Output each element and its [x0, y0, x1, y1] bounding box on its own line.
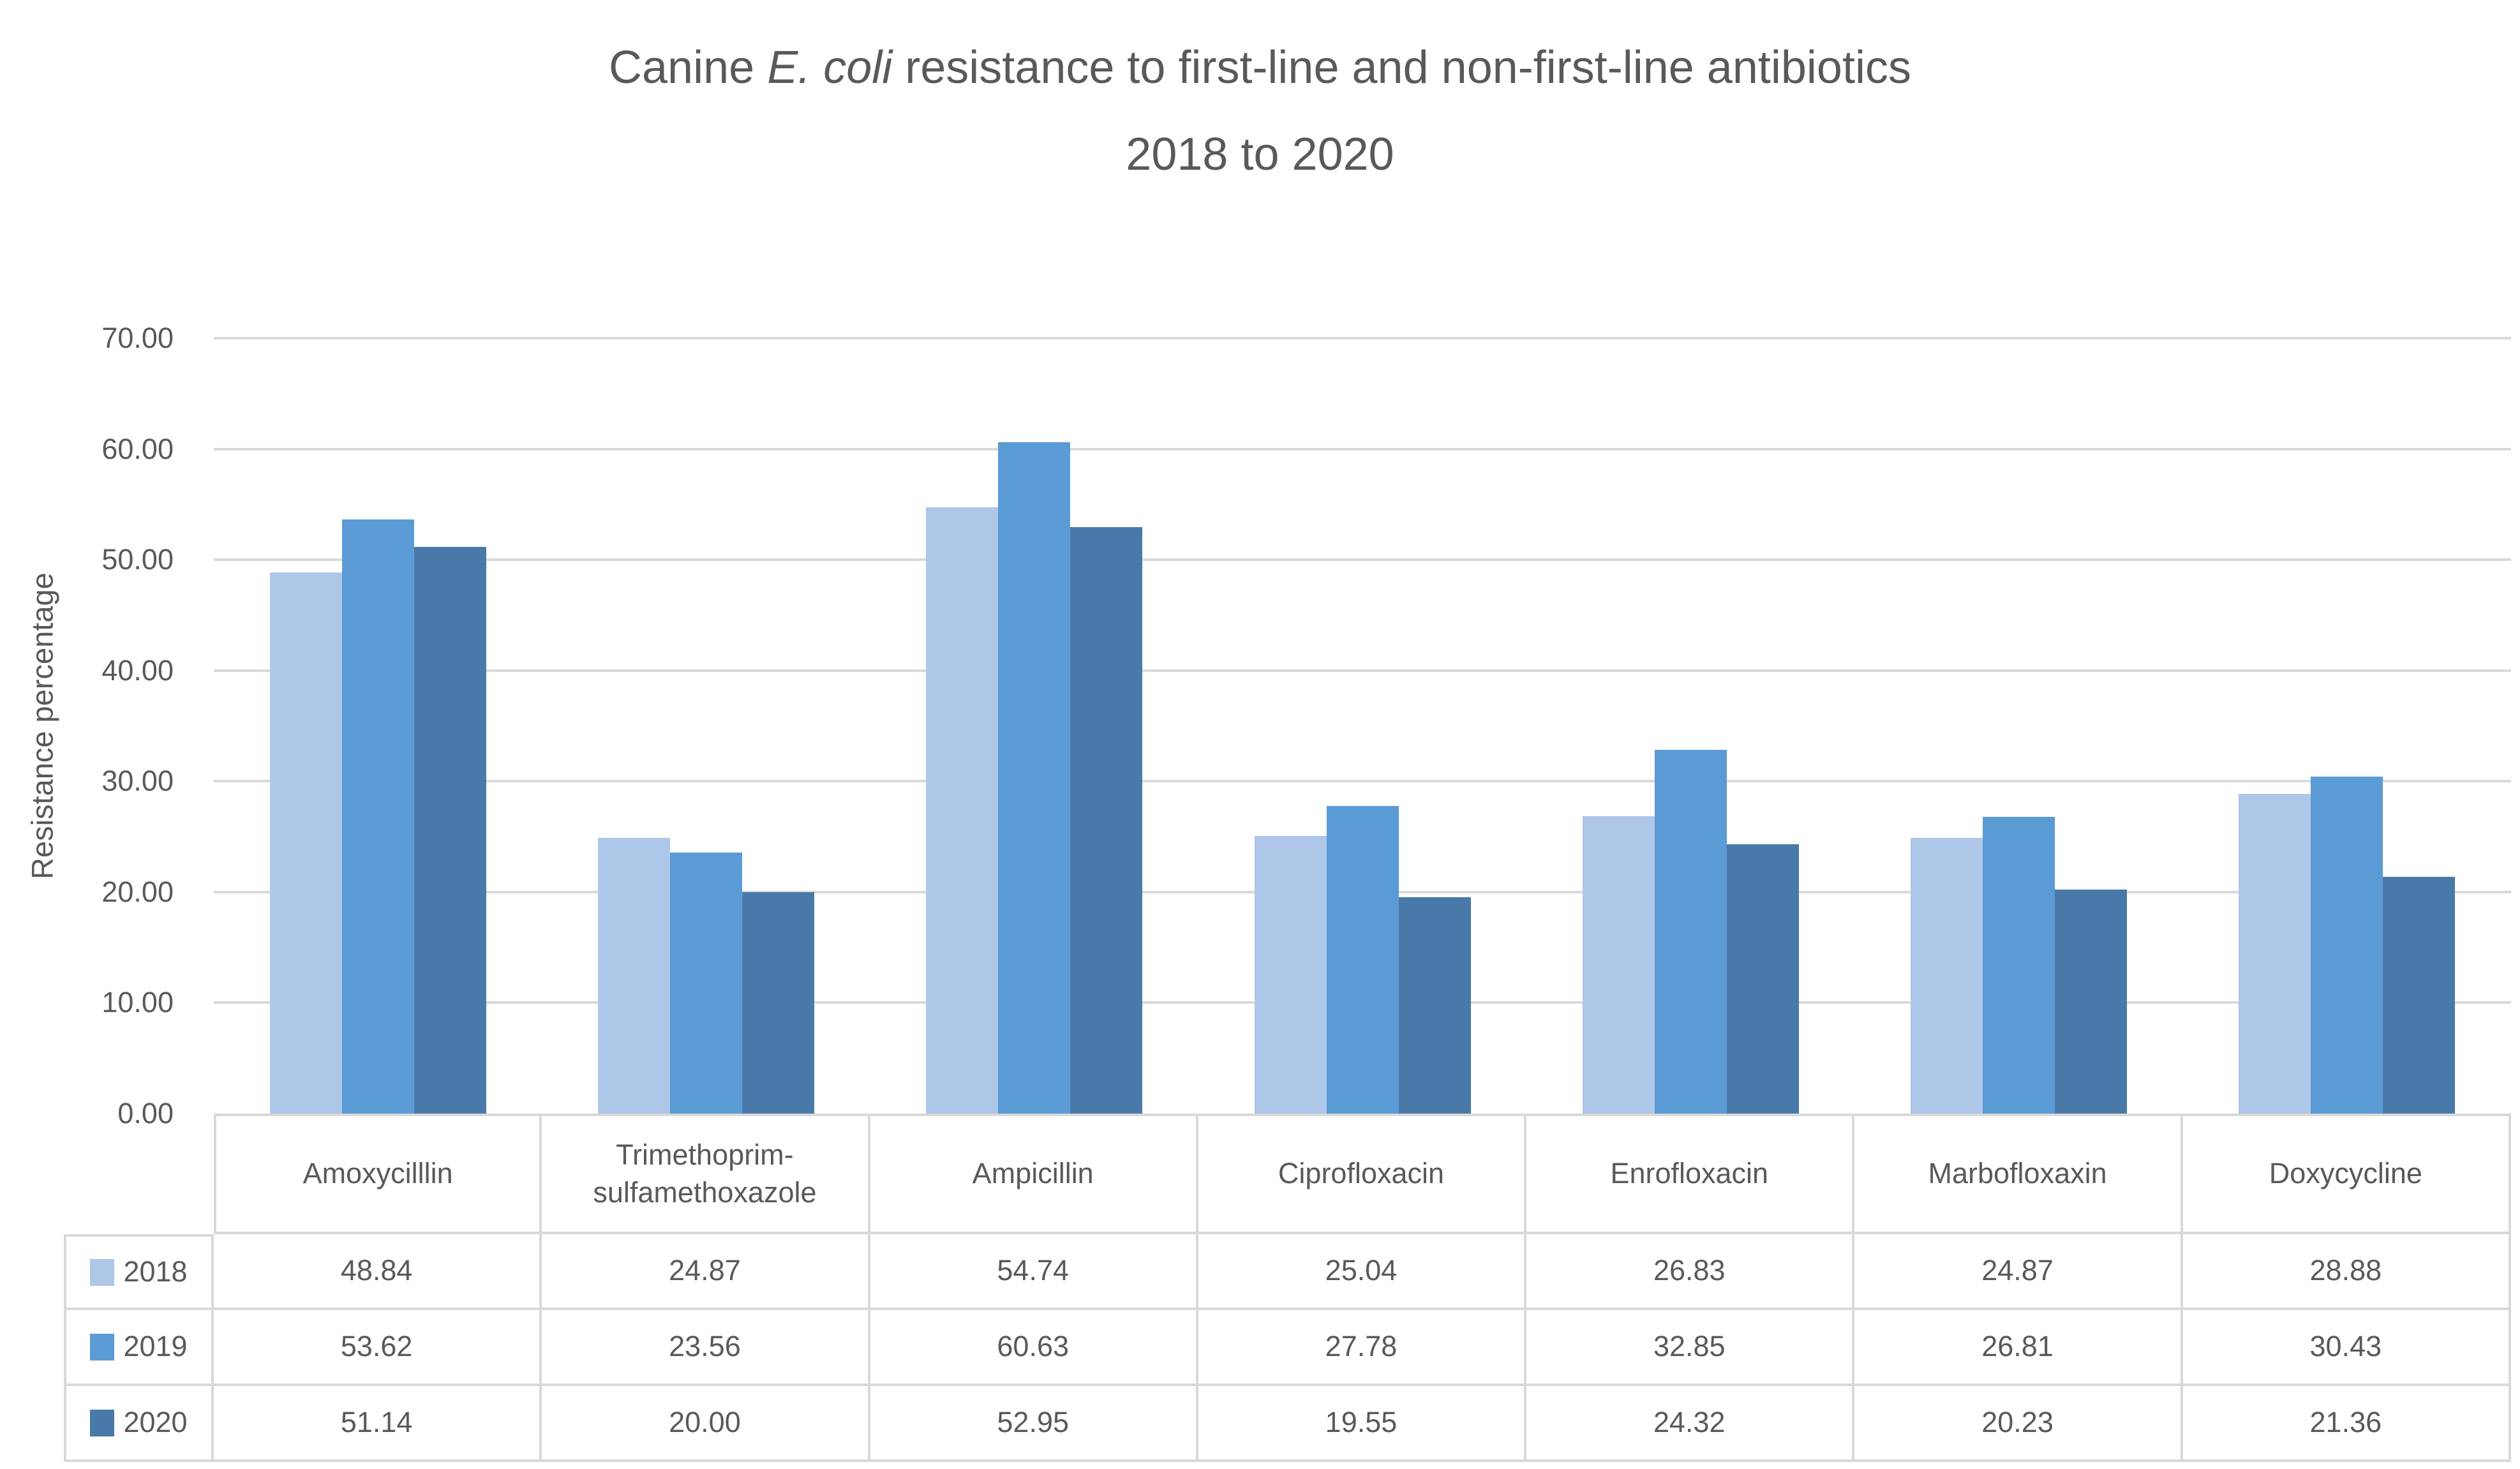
chart-title-line1: Canine E. coli resistance to first-line … [0, 24, 2520, 111]
column-header-trimethoprim-sulfamethoxazole: Trimethoprim-sulfamethoxazole [542, 1114, 870, 1234]
bar-2020-amoxycilllin [414, 547, 486, 1114]
bar-2018-amoxycilllin [269, 572, 342, 1114]
table-value-2018-ciprofloxacin: 25.04 [1198, 1234, 1527, 1310]
legend-year-label: 2020 [123, 1406, 188, 1439]
plot-area [214, 337, 2511, 1114]
gridline-70 [214, 337, 2511, 339]
y-tick-label: 70.00 [101, 322, 174, 354]
bar-2019-amoxycilllin [341, 519, 414, 1114]
table-value-2020-doxycycline: 21.36 [2182, 1386, 2511, 1462]
column-header-enrofloxacin: Enrofloxacin [1526, 1114, 1855, 1234]
bar-2019-ampicillin [998, 442, 1071, 1114]
table-value-2018-marbofloxaxin: 24.87 [1854, 1234, 2183, 1310]
legend-swatch-2018 [90, 1258, 115, 1286]
table-value-2019-trimethoprim-sulfamethoxazole: 23.56 [542, 1310, 870, 1386]
gridline-50 [214, 558, 2511, 562]
y-tick-label: 50.00 [101, 543, 174, 576]
table-value-2020-trimethoprim-sulfamethoxazole: 20.00 [542, 1386, 870, 1462]
table-value-2020-amoxycilllin: 51.14 [214, 1386, 542, 1462]
table-value-2020-ciprofloxacin: 19.55 [1198, 1386, 1527, 1462]
gridline-60 [214, 447, 2511, 451]
chart-title-italic: E. coli [767, 42, 893, 93]
column-header-ciprofloxacin: Ciprofloxacin [1198, 1114, 1527, 1234]
legend-year-label: 2019 [123, 1330, 188, 1363]
column-header-amoxycilllin: Amoxycilllin [214, 1114, 542, 1234]
table-value-2019-enrofloxacin: 32.85 [1526, 1310, 1855, 1386]
bar-2018-enrofloxacin [1582, 816, 1655, 1114]
table-value-2018-trimethoprim-sulfamethoxazole: 24.87 [542, 1234, 870, 1310]
column-header-doxycycline: Doxycycline [2182, 1114, 2511, 1234]
bar-2018-marbofloxaxin [1911, 838, 1983, 1114]
column-header-ampicillin: Ampicillin [870, 1114, 1198, 1234]
table-value-2019-ampicillin: 60.63 [870, 1310, 1198, 1386]
bar-2020-ciprofloxacin [1398, 897, 1471, 1114]
table-value-2020-marbofloxaxin: 20.23 [1854, 1386, 2183, 1462]
bar-2018-doxycycline [2239, 793, 2311, 1114]
y-tick-label: 0.00 [117, 1097, 174, 1130]
bar-2019-enrofloxacin [1654, 749, 1727, 1114]
y-tick-label: 30.00 [101, 764, 174, 798]
table-value-2019-ciprofloxacin: 27.78 [1198, 1310, 1527, 1386]
bar-2020-ampicillin [1070, 526, 1143, 1114]
bar-2020-enrofloxacin [1726, 844, 1799, 1114]
gridline-30 [214, 780, 2511, 783]
table-value-2020-ampicillin: 52.95 [870, 1386, 1198, 1462]
chart-title-suffix: resistance to first-line and non-first-l… [892, 42, 1911, 93]
bar-2019-marbofloxaxin [1983, 816, 2055, 1114]
table-value-2018-amoxycilllin: 48.84 [214, 1234, 542, 1310]
legend-row-label-2020: 2020 [64, 1386, 214, 1462]
data-table: Amoxycilllin Trimethoprim-sulfamethoxazol… [64, 1114, 2511, 1462]
bar-2019-doxycycline [2311, 776, 2383, 1114]
table-value-2019-doxycycline: 30.43 [2182, 1310, 2511, 1386]
legend-year-label: 2018 [123, 1255, 188, 1288]
legend-row-label-2018: 2018 [64, 1234, 214, 1310]
table-value-2020-enrofloxacin: 24.32 [1526, 1386, 1855, 1462]
legend-swatch-2020 [90, 1409, 115, 1436]
chart-title-prefix: Canine [609, 42, 768, 93]
bar-2019-ciprofloxacin [1326, 805, 1399, 1114]
legend-swatch-2019 [90, 1333, 115, 1361]
legend-row-label-2019: 2019 [64, 1310, 214, 1386]
y-tick-label: 10.00 [101, 986, 174, 1019]
table-value-2019-marbofloxaxin: 26.81 [1854, 1310, 2183, 1386]
bar-2020-trimethoprim-sulfamethoxazole [742, 891, 814, 1114]
table-value-2018-ampicillin: 54.74 [870, 1234, 1198, 1310]
bar-2019-trimethoprim-sulfamethoxazole [669, 853, 742, 1114]
y-tick-label: 60.00 [101, 432, 174, 465]
bar-2018-trimethoprim-sulfamethoxazole [597, 838, 670, 1114]
gridline-40 [214, 669, 2511, 672]
table-value-2019-amoxycilllin: 53.62 [214, 1310, 542, 1386]
chart-title: Canine E. coli resistance to first-line … [0, 24, 2520, 198]
table-value-2018-enrofloxacin: 26.83 [1526, 1234, 1855, 1310]
bar-2018-ampicillin [926, 507, 999, 1114]
table-value-2018-doxycycline: 28.88 [2182, 1234, 2511, 1310]
bar-2020-doxycycline [2383, 877, 2456, 1114]
y-tick-label: 20.00 [101, 875, 174, 908]
bar-2020-marbofloxaxin [2055, 889, 2128, 1114]
y-tick-label: 40.00 [101, 653, 174, 687]
chart-title-line2: 2018 to 2020 [1126, 129, 1394, 180]
bar-2018-ciprofloxacin [1254, 836, 1327, 1114]
column-header-marbofloxaxin: Marbofloxaxin [1854, 1114, 2183, 1234]
